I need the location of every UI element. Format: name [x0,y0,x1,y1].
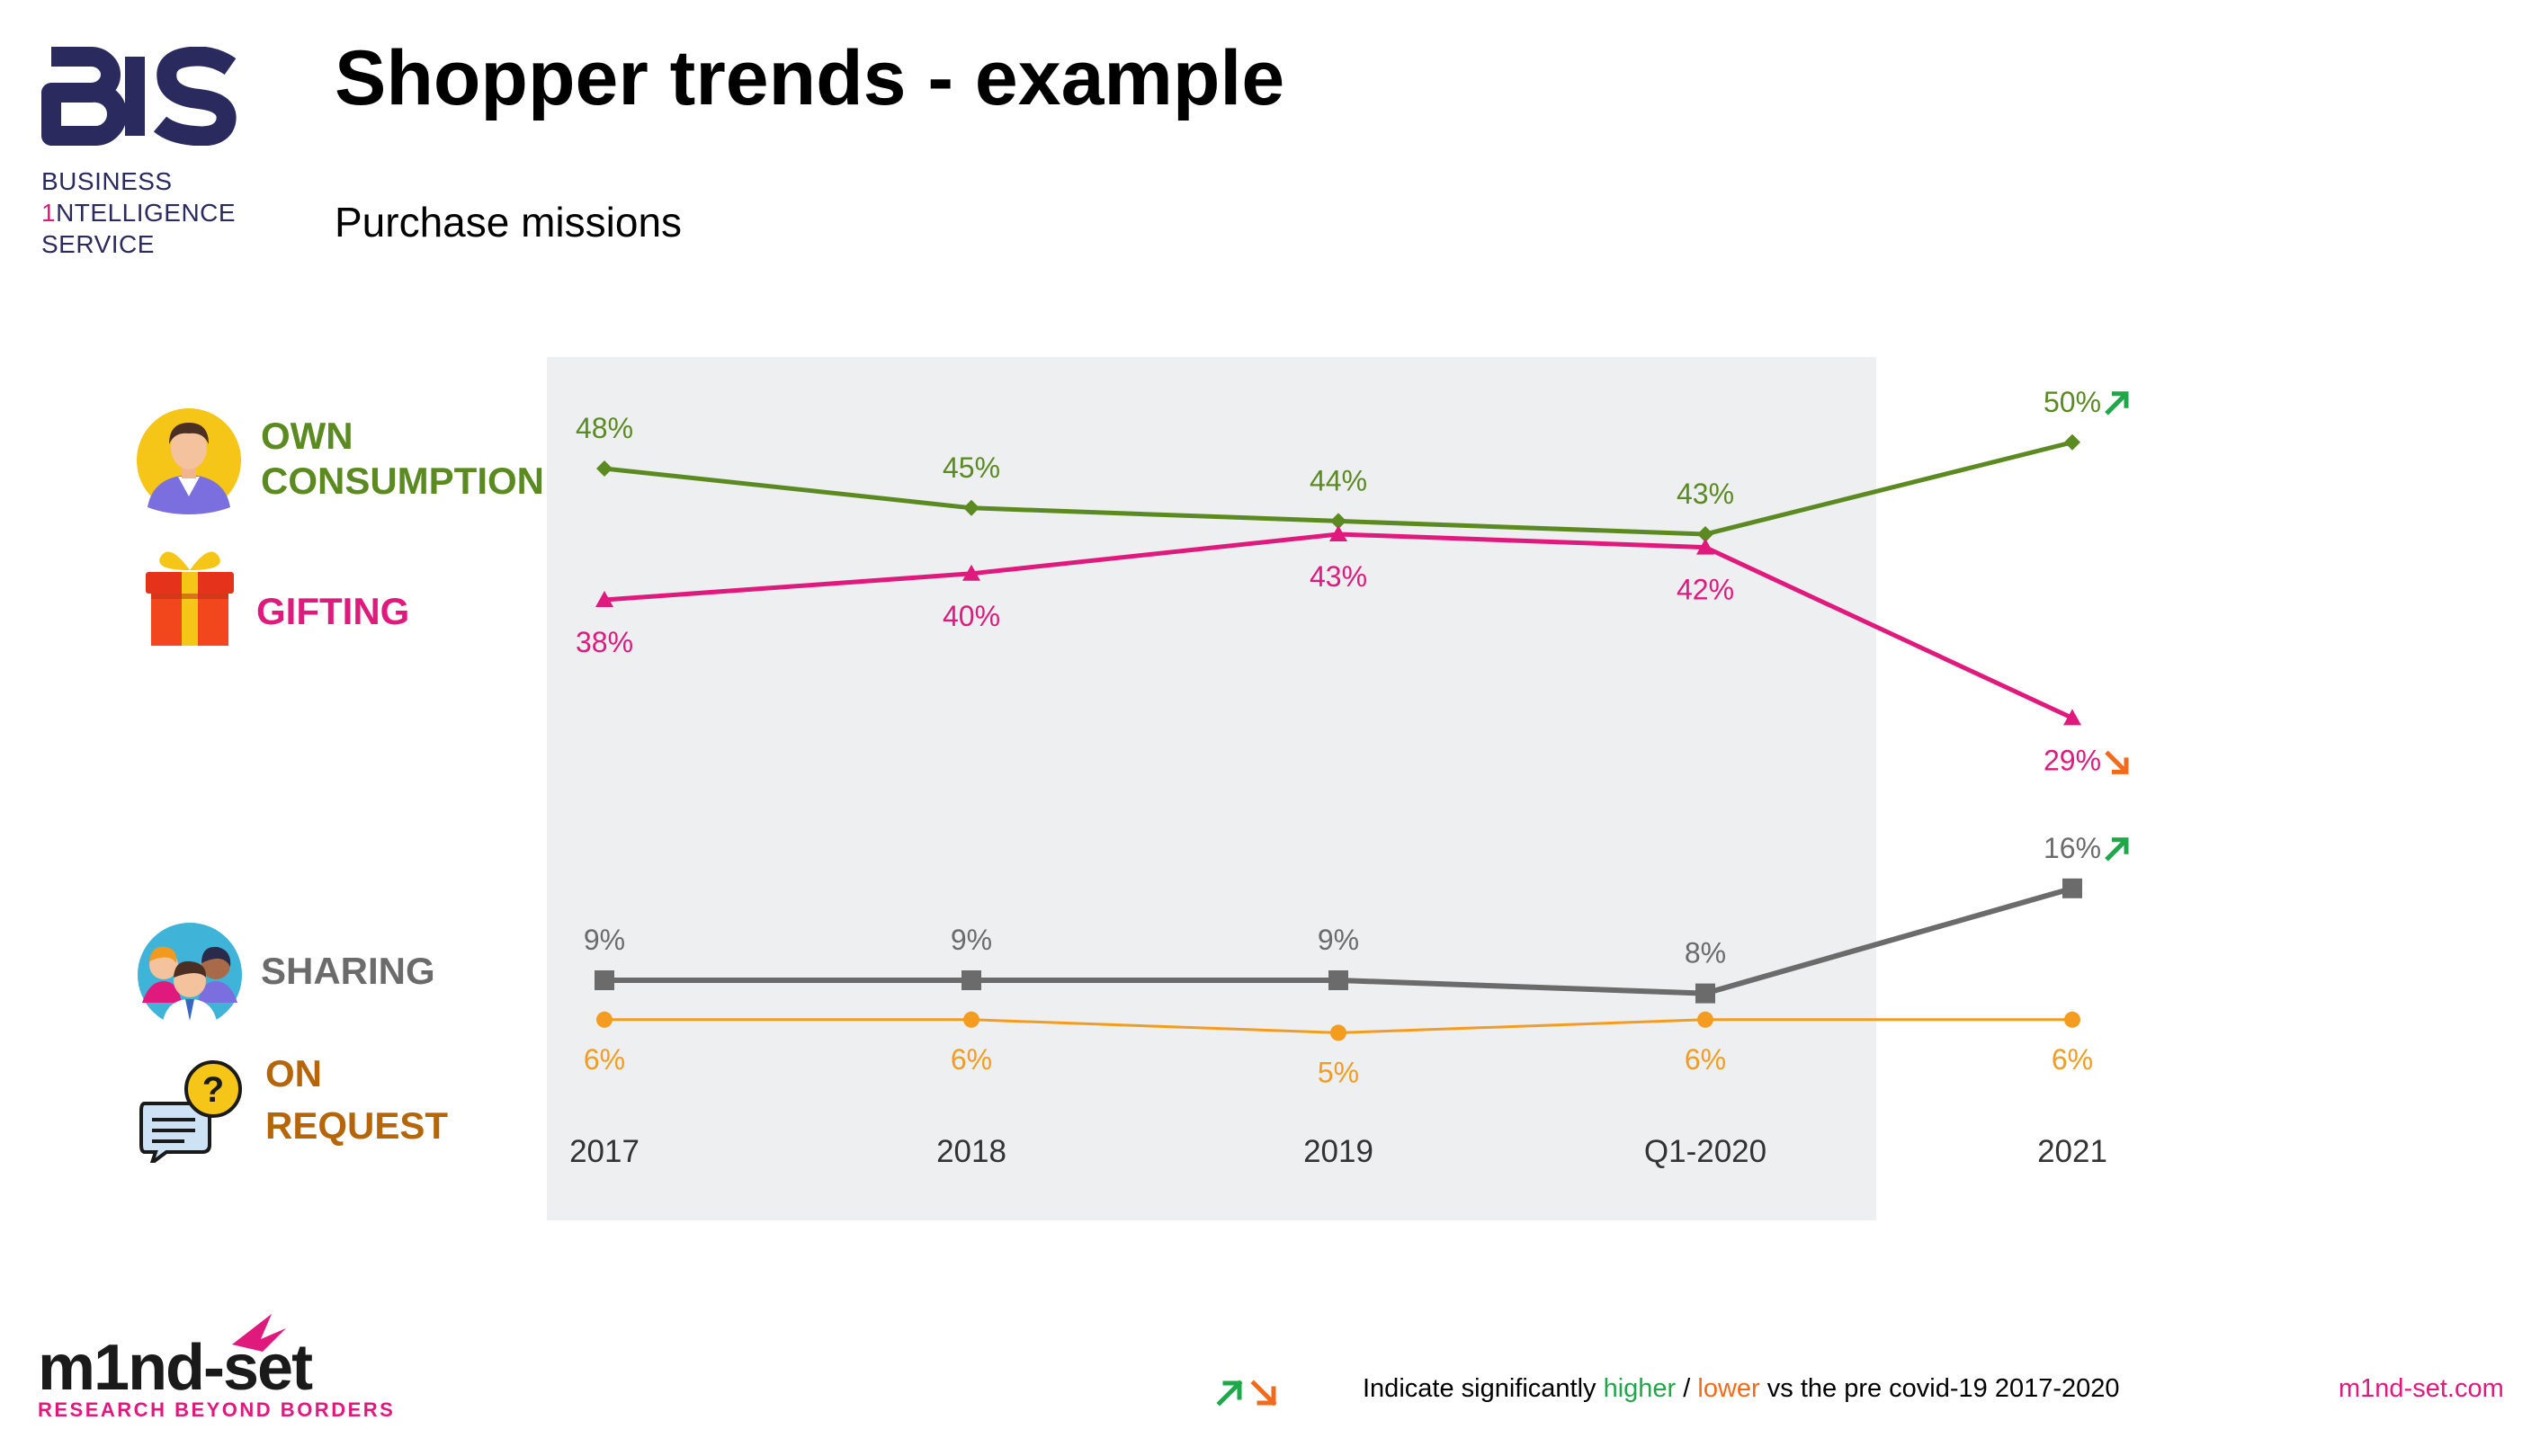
note-prefix: Indicate significantly [1363,1374,1604,1403]
legend-gifting-label: GIFTING [256,590,410,632]
page-title: Shopper trends - example [335,35,1285,121]
marker-sharing-2019 [1328,970,1348,990]
note-sep: / [1676,1374,1698,1403]
marker-own-consumption-2019 [1330,513,1346,530]
pre-covid-shaded-area [547,357,1876,1220]
data-label-own-consumption-2018: 45% [943,451,1000,484]
mindset-logo: m1nd-set [38,1314,315,1398]
bis-logo-line1: BUSINESS [41,167,173,195]
x-tick-2018: 2018 [936,1134,1006,1169]
footer-website[interactable]: m1nd-set.com [2339,1374,2504,1403]
data-label-on-request-2019: 5% [1318,1056,1359,1088]
bis-logo-line2: NTELLIGENCE [56,199,237,227]
marker-gifting-2021 [2063,709,2081,726]
data-label-sharing-q1-2020: 8% [1685,937,1726,969]
marker-own-consumption-2018 [963,499,979,516]
note-suffix: vs the pre covid-19 2017-2020 [1759,1374,2120,1403]
marker-gifting-q1-2020 [1696,538,1714,555]
data-label-sharing-2021: 16% [2044,832,2101,864]
x-tick-2017: 2017 [569,1134,639,1169]
marker-on-request-2021 [2064,1011,2080,1028]
significance-note: Indicate significantly higher / lower vs… [1363,1374,2120,1404]
significance-arrow-higher-sharing [2105,837,2129,862]
marker-gifting-2017 [595,591,613,607]
data-label-sharing-2019: 9% [1318,924,1359,956]
x-tick-q1-2020: Q1-2020 [1644,1134,1766,1169]
data-label-own-consumption-2019: 44% [1310,464,1367,496]
page-subtitle: Purchase missions [335,199,683,246]
data-label-gifting-q1-2020: 42% [1677,574,1734,606]
data-label-on-request-q1-2020: 6% [1685,1043,1726,1076]
data-label-gifting-2019: 43% [1310,560,1367,593]
marker-on-request-q1-2020 [1697,1011,1713,1028]
marker-own-consumption-q1-2020 [1697,526,1713,542]
legend-arrows-icon [1216,1380,1277,1407]
legend-on-request: ON REQUEST [265,1048,448,1152]
significance-arrow-higher-own-consumption [2105,391,2129,415]
marker-sharing-2017 [595,970,614,990]
x-tick-2021: 2021 [2037,1134,2107,1169]
data-label-on-request-2021: 6% [2052,1043,2093,1076]
note-higher: higher [1603,1374,1677,1403]
data-label-own-consumption-2017: 48% [576,412,633,444]
data-label-on-request-2018: 6% [951,1043,992,1076]
data-label-gifting-2021: 29% [2044,744,2101,776]
data-label-sharing-2017: 9% [584,924,625,956]
question-speech-bubble-icon: ? [139,1060,242,1163]
gift-box-icon [146,551,234,646]
data-label-on-request-2017: 6% [584,1043,625,1076]
marker-gifting-2019 [1329,525,1347,541]
note-lower: lower [1697,1374,1760,1403]
svg-text:?: ? [202,1070,224,1110]
marker-own-consumption-2017 [596,460,613,477]
legend-own-consumption: OWN CONSUMPTION [261,414,544,504]
bis-logo-accent: 1 [41,199,57,227]
group-people-icon [138,923,242,1028]
data-label-own-consumption-q1-2020: 43% [1677,478,1734,510]
legend-on-request-line1: ON [265,1052,322,1094]
legend-gifting: GIFTING [256,589,409,634]
marker-own-consumption-2021 [2064,433,2080,451]
legend-own-consumption-line2: CONSUMPTION [261,460,544,502]
data-label-sharing-2018: 9% [951,924,992,956]
data-label-gifting-2017: 38% [576,626,633,658]
legend-sharing-label: SHARING [261,950,435,992]
marker-sharing-2018 [961,970,981,990]
x-tick-2019: 2019 [1303,1134,1373,1169]
data-label-own-consumption-2021: 50% [2044,386,2101,418]
bis-logo-line3: SERVICE [41,230,155,258]
person-avatar-icon [137,408,241,514]
marker-sharing-2021 [2062,878,2082,898]
marker-on-request-2019 [1330,1024,1346,1041]
marker-on-request-2018 [963,1011,979,1028]
marker-sharing-q1-2020 [1695,983,1715,1004]
legend-sharing: SHARING [261,949,435,994]
legend-own-consumption-line1: OWN [261,415,353,457]
legend-on-request-line2: REQUEST [265,1104,449,1147]
bis-logo [41,47,237,146]
marker-on-request-2017 [596,1011,613,1028]
bis-logo-text: BUSINESS 1NTELLIGENCE SERVICE [41,165,236,260]
significance-arrow-lower-gifting [2105,750,2129,774]
marker-gifting-2018 [962,564,980,581]
data-label-gifting-2018: 40% [943,600,1000,632]
mindset-bird-icon [232,1314,286,1352]
mindset-tagline: RESEARCH BEYOND BORDERS [38,1398,396,1421]
